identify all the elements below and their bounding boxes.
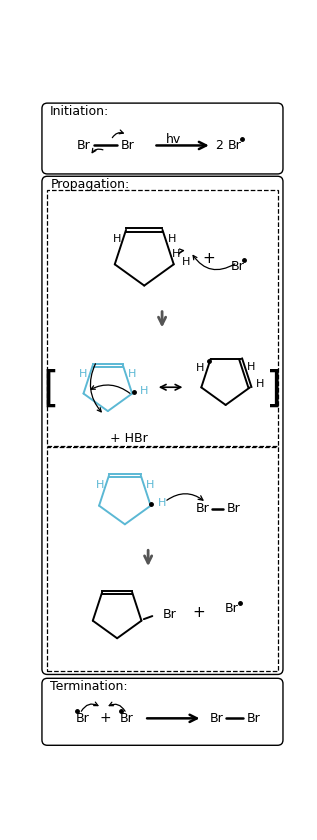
Text: H: H <box>168 234 176 244</box>
Text: Br: Br <box>75 711 89 725</box>
Text: Br: Br <box>196 502 209 516</box>
Text: H: H <box>95 480 104 490</box>
Text: H: H <box>140 386 149 396</box>
Text: Br: Br <box>227 502 240 516</box>
Text: +: + <box>192 606 205 621</box>
Text: [: [ <box>42 369 59 411</box>
Text: Br: Br <box>120 711 133 725</box>
Text: H: H <box>128 370 136 380</box>
Text: Br: Br <box>77 139 91 152</box>
Text: ]: ] <box>266 369 282 411</box>
Bar <box>47 190 278 446</box>
Text: H: H <box>113 234 121 244</box>
Text: Br: Br <box>225 602 239 616</box>
Text: H: H <box>146 480 154 490</box>
Text: Br: Br <box>228 139 242 152</box>
Text: H: H <box>158 497 166 507</box>
Text: Propagation:: Propagation: <box>50 178 130 192</box>
Text: H: H <box>182 257 190 267</box>
Text: + HBr: + HBr <box>110 432 148 444</box>
Text: Br: Br <box>210 711 223 725</box>
Bar <box>47 447 278 670</box>
Text: 2: 2 <box>216 139 223 152</box>
Text: Initiation:: Initiation: <box>50 105 109 118</box>
Text: H: H <box>247 362 255 371</box>
Text: Br: Br <box>247 711 260 725</box>
Text: H: H <box>172 249 180 260</box>
Text: Termination:: Termination: <box>50 680 127 693</box>
Text: H: H <box>79 370 88 380</box>
Text: Br: Br <box>230 260 244 273</box>
Text: H: H <box>256 380 264 389</box>
Text: +: + <box>202 251 215 266</box>
Text: Br: Br <box>162 608 176 621</box>
Text: +: + <box>100 711 111 725</box>
Text: H: H <box>196 363 205 373</box>
Text: Br: Br <box>120 139 134 152</box>
Text: hv: hv <box>166 133 181 146</box>
